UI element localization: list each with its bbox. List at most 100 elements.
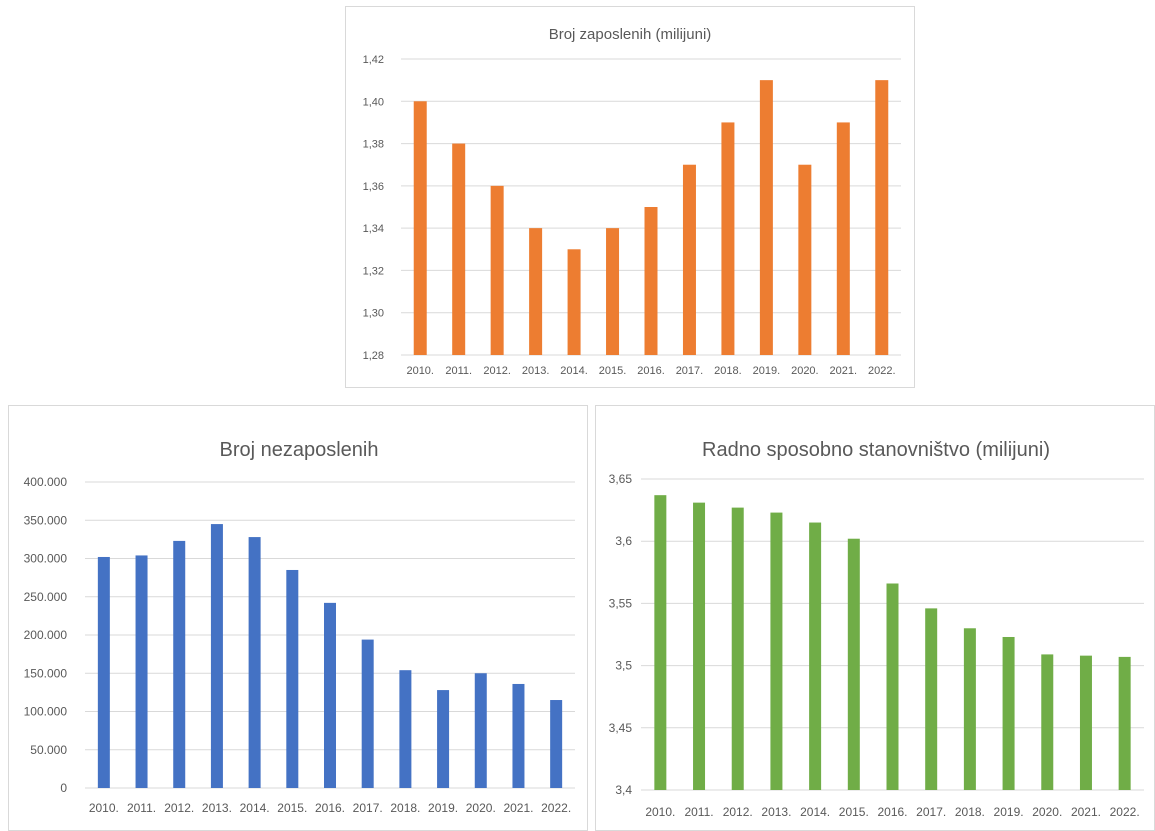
y-tick-label: 1,38 xyxy=(363,139,384,151)
x-tick-label: 2010. xyxy=(89,801,119,815)
bar xyxy=(529,228,543,355)
y-tick-label: 400.000 xyxy=(24,475,68,489)
x-tick-label: 2019. xyxy=(753,365,781,377)
y-tick-label: 1,30 xyxy=(363,308,384,320)
x-tick-label: 2013. xyxy=(202,801,232,815)
x-tick-label: 2020. xyxy=(1032,805,1062,819)
y-tick-label: 1,42 xyxy=(363,54,384,66)
chart-panel-workingage: Radno sposobno stanovništvo (milijuni) 3… xyxy=(595,405,1155,831)
y-tick-label: 3,4 xyxy=(615,783,632,797)
x-tick-label: 2018. xyxy=(955,805,985,819)
bar xyxy=(925,608,938,790)
x-tick-label: 2016. xyxy=(877,805,907,819)
bar xyxy=(654,495,667,790)
x-tick-label: 2021. xyxy=(830,365,858,377)
bar xyxy=(731,507,744,790)
bar xyxy=(97,556,110,788)
x-tick-label: 2010. xyxy=(645,805,675,819)
y-tick-label: 150.000 xyxy=(24,666,68,680)
y-tick-label: 1,34 xyxy=(363,223,384,235)
chart-title: Broj nezaposlenih xyxy=(220,439,379,461)
y-tick-label: 350.000 xyxy=(24,513,68,527)
bar xyxy=(798,164,812,355)
x-tick-label: 2021. xyxy=(503,801,533,815)
x-tick-label: 2012. xyxy=(164,801,194,815)
y-tick-label: 3,6 xyxy=(615,534,632,548)
chart-workingage: Radno sposobno stanovništvo (milijuni) 3… xyxy=(609,439,1144,819)
x-tick-label: 2017. xyxy=(353,801,383,815)
bar xyxy=(512,683,525,788)
bar xyxy=(567,249,581,355)
y-tick-label: 100.000 xyxy=(24,705,68,719)
x-tick-label: 2017. xyxy=(676,365,704,377)
bar xyxy=(210,524,223,788)
x-tick-label: 2022. xyxy=(541,801,571,815)
y-tick-label: 0 xyxy=(60,781,67,795)
bar xyxy=(693,502,706,790)
bar xyxy=(550,700,563,788)
bar xyxy=(399,670,412,788)
x-tick-label: 2012. xyxy=(483,365,511,377)
bar xyxy=(324,602,336,788)
bar xyxy=(886,583,899,790)
y-tick-label: 50.000 xyxy=(30,743,67,757)
bar xyxy=(721,122,735,355)
x-tick-label: 2011. xyxy=(684,805,713,819)
bar xyxy=(606,228,620,355)
y-tick-label: 1,40 xyxy=(363,96,384,108)
bar xyxy=(809,522,822,790)
x-tick-label: 2019. xyxy=(428,801,458,815)
bar xyxy=(1079,655,1092,790)
x-tick-label: 2018. xyxy=(390,801,420,815)
bar xyxy=(682,164,696,355)
x-tick-label: 2022. xyxy=(868,365,896,377)
x-tick-label: 2020. xyxy=(466,801,496,815)
bar xyxy=(847,538,860,790)
x-tick-label: 2013. xyxy=(522,365,550,377)
chart-title: Broj zaposlenih (milijuni) xyxy=(549,26,712,43)
y-tick-label: 1,28 xyxy=(363,350,384,362)
x-tick-label: 2022. xyxy=(1110,805,1140,819)
chart-unemployed: Broj nezaposlenih 0 50.000 100.000 150.000 2… xyxy=(24,439,575,815)
x-tick-label: 2014. xyxy=(800,805,830,819)
bar xyxy=(413,101,427,356)
bar xyxy=(875,80,889,356)
x-tick-label: 2014. xyxy=(560,365,588,377)
x-tick-label: 2015. xyxy=(599,365,627,377)
bar xyxy=(644,207,658,355)
y-tick-label: 3,5 xyxy=(615,659,632,673)
y-tick-label: 3,55 xyxy=(609,596,633,610)
x-tick-label: 2014. xyxy=(240,801,270,815)
bar xyxy=(286,569,299,788)
y-tick-label: 3,45 xyxy=(609,721,633,735)
x-tick-label: 2011. xyxy=(445,365,472,377)
bar xyxy=(1118,656,1131,790)
x-tick-label: 2015. xyxy=(277,801,307,815)
x-tick-label: 2012. xyxy=(723,805,753,819)
x-tick-label: 2020. xyxy=(791,365,819,377)
x-tick-label: 2021. xyxy=(1071,805,1101,819)
bar xyxy=(759,80,773,356)
bar xyxy=(836,122,850,355)
bar xyxy=(770,512,783,790)
bar xyxy=(173,540,186,788)
chart-employed: Broj zaposlenih (milijuni) 1,28 1,30 1,32 1… xyxy=(363,26,901,377)
x-tick-label: 2016. xyxy=(315,801,345,815)
chart-panel-employed: Broj zaposlenih (milijuni) 1,28 1,30 1,32 1… xyxy=(345,6,915,388)
x-tick-label: 2019. xyxy=(994,805,1024,819)
y-tick-label: 300.000 xyxy=(24,552,68,566)
x-tick-label: 2017. xyxy=(916,805,946,819)
bar xyxy=(1002,636,1015,790)
bar xyxy=(361,639,374,788)
y-tick-label: 3,65 xyxy=(609,472,633,486)
bar xyxy=(474,673,487,788)
chart-title: Radno sposobno stanovništvo (milijuni) xyxy=(702,439,1050,461)
x-tick-label: 2015. xyxy=(839,805,869,819)
y-tick-label: 200.000 xyxy=(24,628,68,642)
y-tick-label: 1,36 xyxy=(363,181,384,193)
y-tick-label: 250.000 xyxy=(24,590,68,604)
x-tick-label: 2013. xyxy=(761,805,791,819)
x-tick-label: 2010. xyxy=(406,365,434,377)
bar xyxy=(135,555,148,788)
bar xyxy=(963,628,976,790)
